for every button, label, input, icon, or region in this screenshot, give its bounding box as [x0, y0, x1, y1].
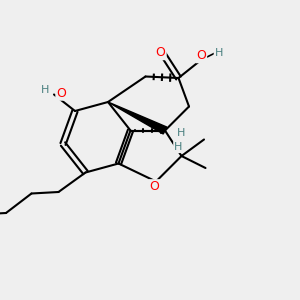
- Text: H: H: [174, 142, 183, 152]
- Text: H: H: [177, 128, 186, 139]
- Text: H: H: [215, 47, 223, 58]
- Text: O: O: [150, 180, 159, 194]
- Text: O: O: [196, 49, 206, 62]
- Text: H: H: [41, 85, 49, 95]
- Polygon shape: [108, 102, 167, 134]
- Text: O: O: [156, 46, 165, 59]
- Text: O: O: [57, 86, 66, 100]
